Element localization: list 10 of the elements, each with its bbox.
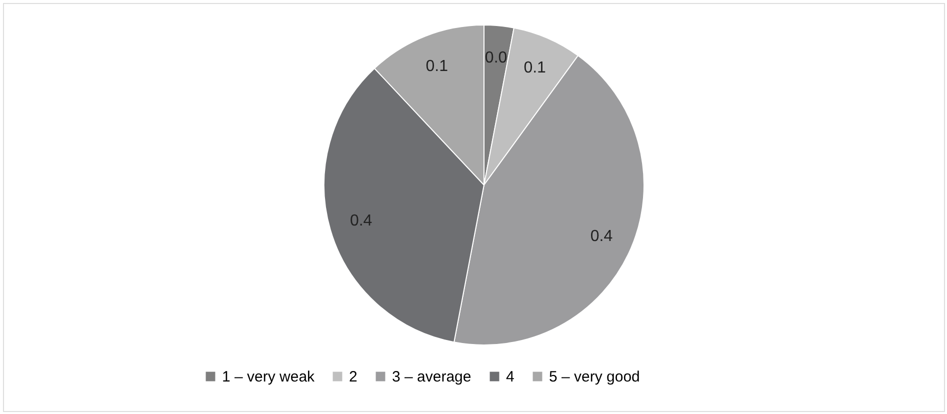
data-label: 0.0 — [484, 50, 508, 67]
data-label: 0.1 — [426, 58, 448, 75]
legend-label: 2 — [349, 368, 358, 386]
legend-label: 1 – very weak — [222, 368, 316, 386]
data-label: 0.4 — [350, 212, 372, 230]
legend-label: 5 – very good — [549, 368, 640, 386]
data-label: 0.1 — [524, 60, 546, 77]
legend-label: 3 – average — [392, 368, 472, 386]
legend-label: 4 — [506, 368, 514, 386]
data-label: 0.4 — [590, 228, 613, 245]
